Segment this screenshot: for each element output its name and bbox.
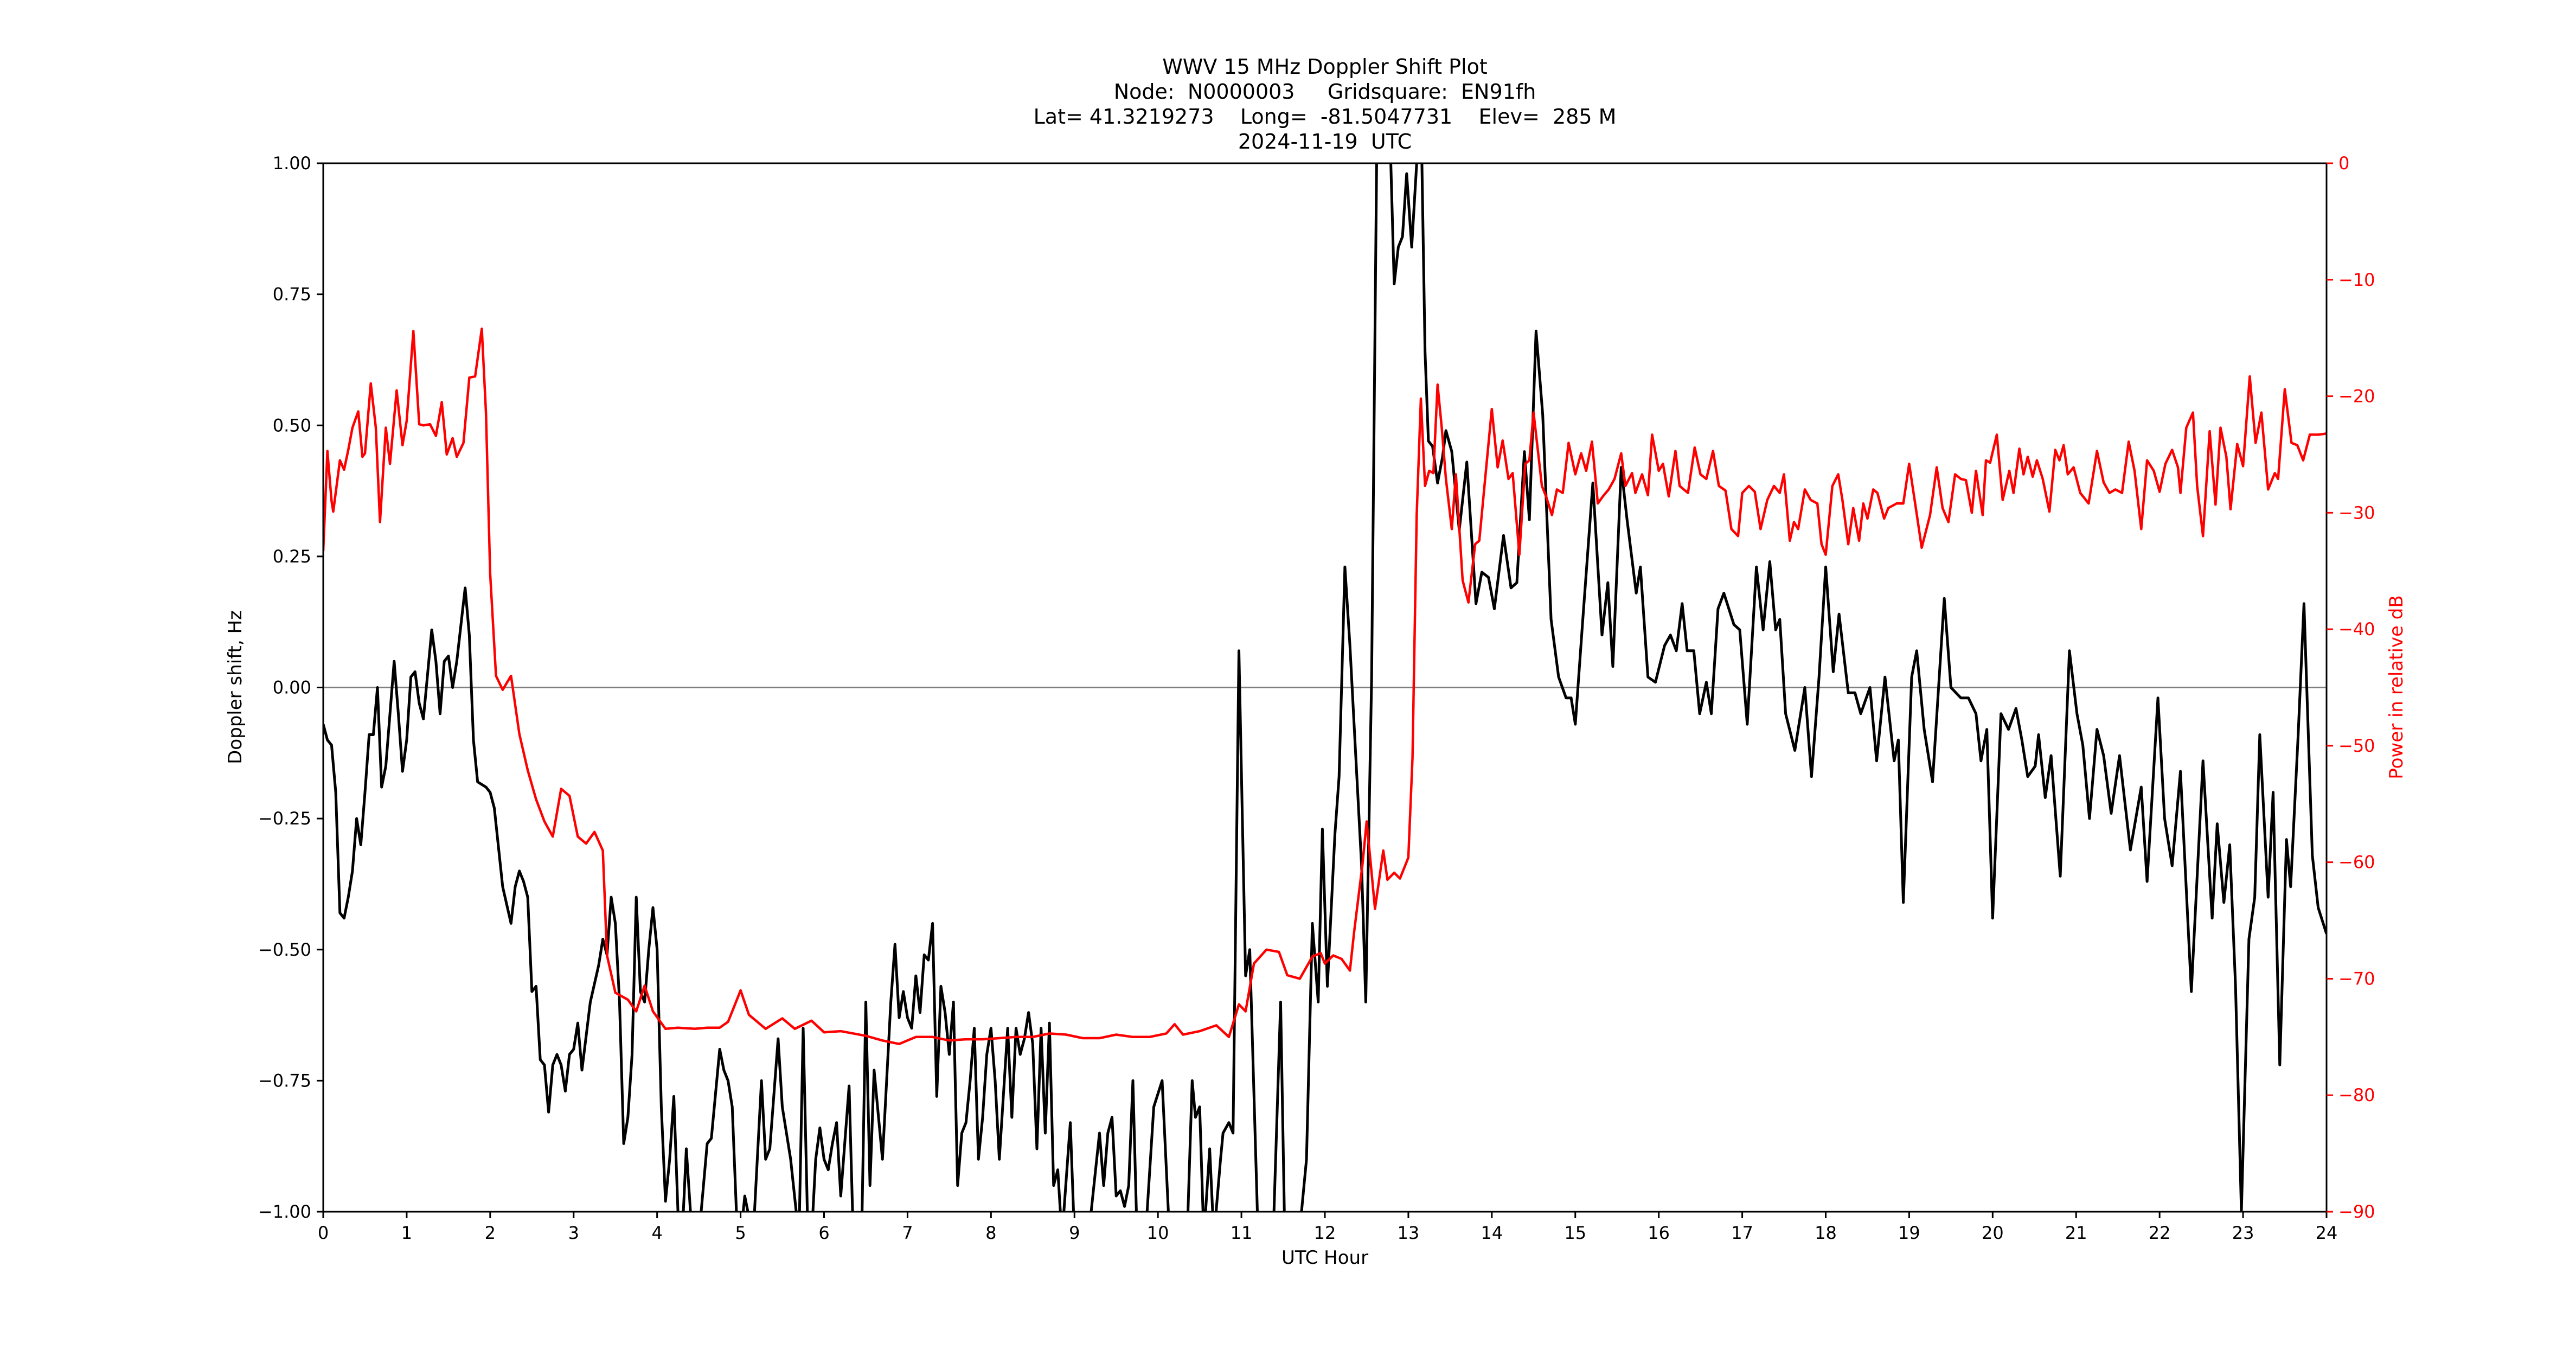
plot-area	[323, 163, 2327, 1212]
y-tick-label: 1.00	[273, 153, 311, 174]
x-tick-label: 23	[2232, 1223, 2254, 1243]
y2-tick-label: −10	[2338, 270, 2375, 290]
x-tick-label: 16	[1648, 1223, 1670, 1243]
title-line-3: Lat= 41.3219273 Long= -81.5047731 Elev= …	[1034, 105, 1617, 129]
y-axis-label: Doppler shift, Hz	[225, 610, 246, 764]
y-tick-label: 0.00	[273, 677, 311, 698]
title-line-4: 2024-11-19 UTC	[1238, 130, 1412, 153]
y2-tick-label: −60	[2338, 852, 2375, 873]
x-tick-label: 11	[1231, 1223, 1253, 1243]
x-tick-label: 22	[2149, 1223, 2171, 1243]
x-tick-label: 1	[401, 1223, 412, 1243]
y-tick-label: 0.75	[273, 284, 311, 305]
title-line-1: WWV 15 MHz Doppler Shift Plot	[1162, 55, 1488, 79]
y2-tick-label: −30	[2338, 502, 2375, 523]
y2-tick-label: −80	[2338, 1085, 2375, 1105]
x-tick-label: 15	[1564, 1223, 1586, 1243]
y2-tick-label: −50	[2338, 735, 2375, 756]
x-tick-label: 9	[1069, 1223, 1080, 1243]
x-tick-label: 2	[485, 1223, 496, 1243]
x-tick-label: 4	[651, 1223, 662, 1243]
x-tick-label: 19	[1898, 1223, 1920, 1243]
x-tick-label: 8	[985, 1223, 996, 1243]
y2-tick-label: −20	[2338, 386, 2375, 407]
y2-tick-label: 0	[2338, 153, 2349, 174]
y2-tick-label: −70	[2338, 968, 2375, 989]
y-tick-label: −0.50	[258, 939, 311, 960]
x-tick-label: 6	[818, 1223, 829, 1243]
x-tick-label: 20	[1982, 1223, 2004, 1243]
y-tick-label: −1.00	[258, 1201, 311, 1222]
x-tick-label: 17	[1731, 1223, 1753, 1243]
x-axis-label: UTC Hour	[1281, 1247, 1368, 1269]
y2-axis-label: Power in relative dB	[2386, 595, 2407, 779]
x-tick-label: 12	[1314, 1223, 1336, 1243]
y-tick-label: 0.50	[273, 415, 311, 436]
title-line-2: Node: N0000003 Gridsquare: EN91fh	[1114, 80, 1536, 104]
x-tick-label: 7	[902, 1223, 913, 1243]
x-tick-label: 18	[1815, 1223, 1837, 1243]
x-tick-label: 5	[735, 1223, 746, 1243]
y2-tick-label: −90	[2338, 1201, 2375, 1222]
y-tick-label: −0.75	[258, 1070, 311, 1091]
y-tick-label: 0.25	[273, 546, 311, 567]
power-line	[323, 327, 2327, 1045]
doppler-shift-line	[323, 163, 2327, 1212]
x-tick-label: 14	[1481, 1223, 1503, 1243]
chart-title: WWV 15 MHz Doppler Shift Plot Node: N000…	[1034, 55, 1617, 153]
y2-tick-label: −40	[2338, 619, 2375, 639]
y-tick-label: −0.25	[258, 808, 311, 829]
x-tick-label: 13	[1398, 1223, 1420, 1243]
x-tick-label: 10	[1147, 1223, 1169, 1243]
x-tick-label: 24	[2316, 1223, 2338, 1243]
x-tick-label: 21	[2065, 1223, 2087, 1243]
x-tick-label: 0	[318, 1223, 329, 1243]
x-tick-label: 3	[568, 1223, 579, 1243]
